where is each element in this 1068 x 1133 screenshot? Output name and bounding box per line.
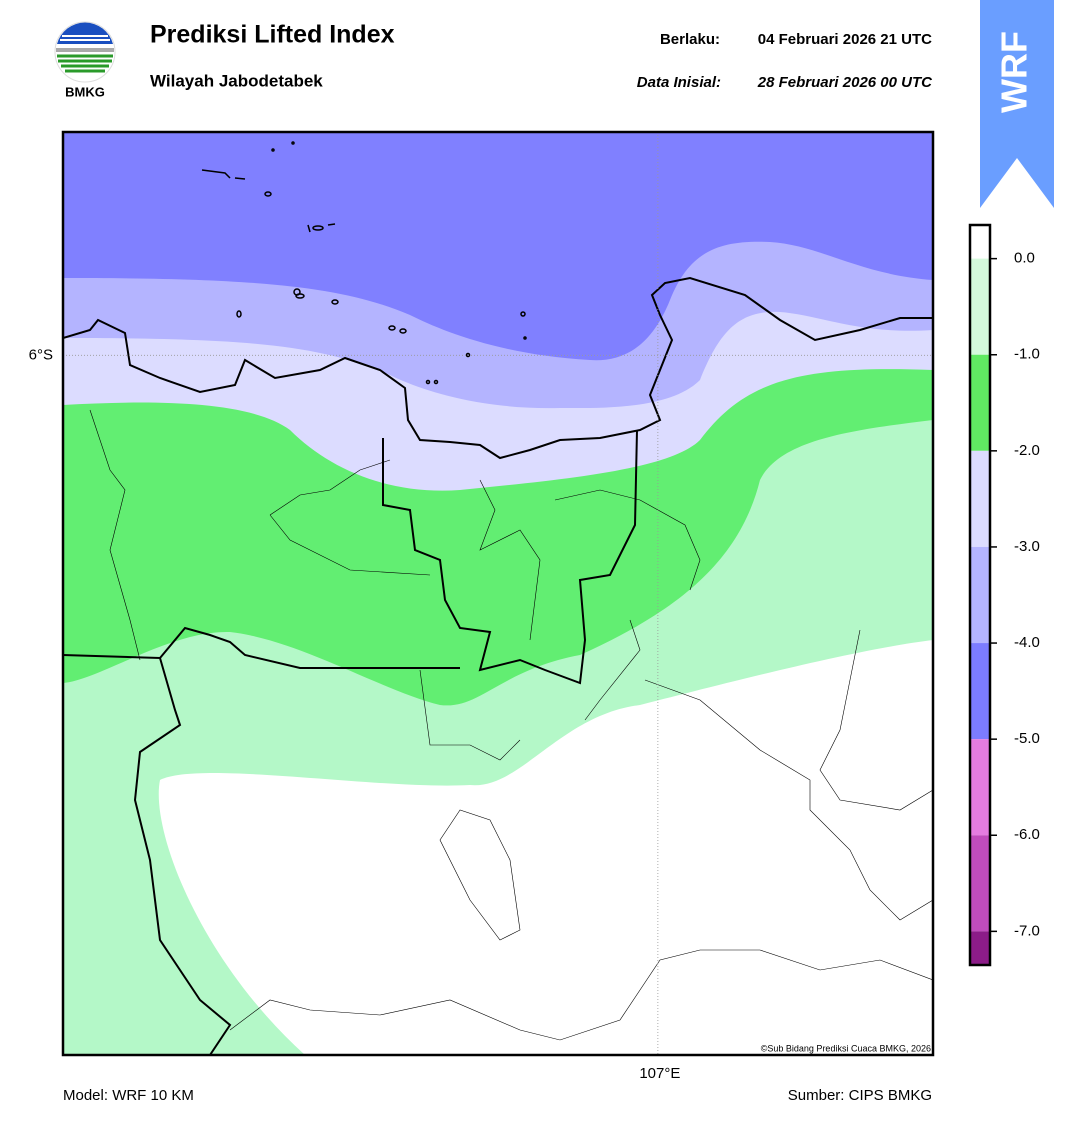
credit: ©Sub Bidang Prediksi Cuaca BMKG, 2026	[761, 1043, 931, 1053]
lon-tick-label: 107°E	[639, 1065, 680, 1082]
colorbar-tick-label: -3.0	[1014, 538, 1040, 555]
colorbar-tick-label: -2.0	[1014, 442, 1040, 459]
map-grid	[63, 132, 933, 1055]
init-label: Data Inisial:	[637, 74, 721, 91]
badge	[980, 0, 1054, 208]
lat-tick-label: 6°S	[29, 346, 53, 363]
map	[63, 132, 933, 1055]
colorbar-band	[970, 835, 990, 932]
colorbar-band	[970, 546, 990, 644]
colorbar-band	[970, 931, 990, 965]
colorbar-band	[970, 225, 990, 259]
colorbar-frame	[968, 223, 992, 967]
colorbar-band	[970, 258, 990, 355]
title: Prediksi Lifted Index	[150, 21, 395, 49]
colorbar-tick-label: -1.0	[1014, 346, 1040, 363]
subtitle: Wilayah Jabodetabek	[150, 71, 323, 90]
footer-model: Model: WRF 10 KM	[63, 1087, 194, 1104]
logo: BMKG	[54, 21, 116, 99]
colorbar-tick-label: -5.0	[1014, 730, 1040, 747]
colorbar-band	[970, 450, 990, 547]
colorbar-tick-label: -7.0	[1014, 922, 1040, 939]
colorbar-band	[970, 354, 990, 451]
badge-text: WRF	[994, 31, 1035, 113]
colorbar: 0.0 -1.0 -2.0 -3.0 -4.0 -5.0 -6.0 -7.0	[970, 225, 1040, 965]
colorbar-tick-label: -4.0	[1014, 634, 1040, 651]
colorbar-tick-label: 0.0	[1014, 250, 1035, 267]
init-time: 28 Februari 2026 00 UTC	[757, 74, 933, 91]
valid-label: Berlaku:	[660, 31, 720, 48]
colorbar-band	[970, 739, 990, 836]
map-frame	[61, 130, 935, 1057]
colorbar-tick-label: -6.0	[1014, 826, 1040, 843]
footer-source: Sumber: CIPS BMKG	[788, 1087, 932, 1104]
colorbar-band	[970, 643, 990, 740]
valid-time: 04 Februari 2026 21 UTC	[758, 31, 932, 48]
logo-text: BMKG	[65, 84, 105, 99]
map-ticks: 107°E 6°S	[29, 346, 681, 1082]
